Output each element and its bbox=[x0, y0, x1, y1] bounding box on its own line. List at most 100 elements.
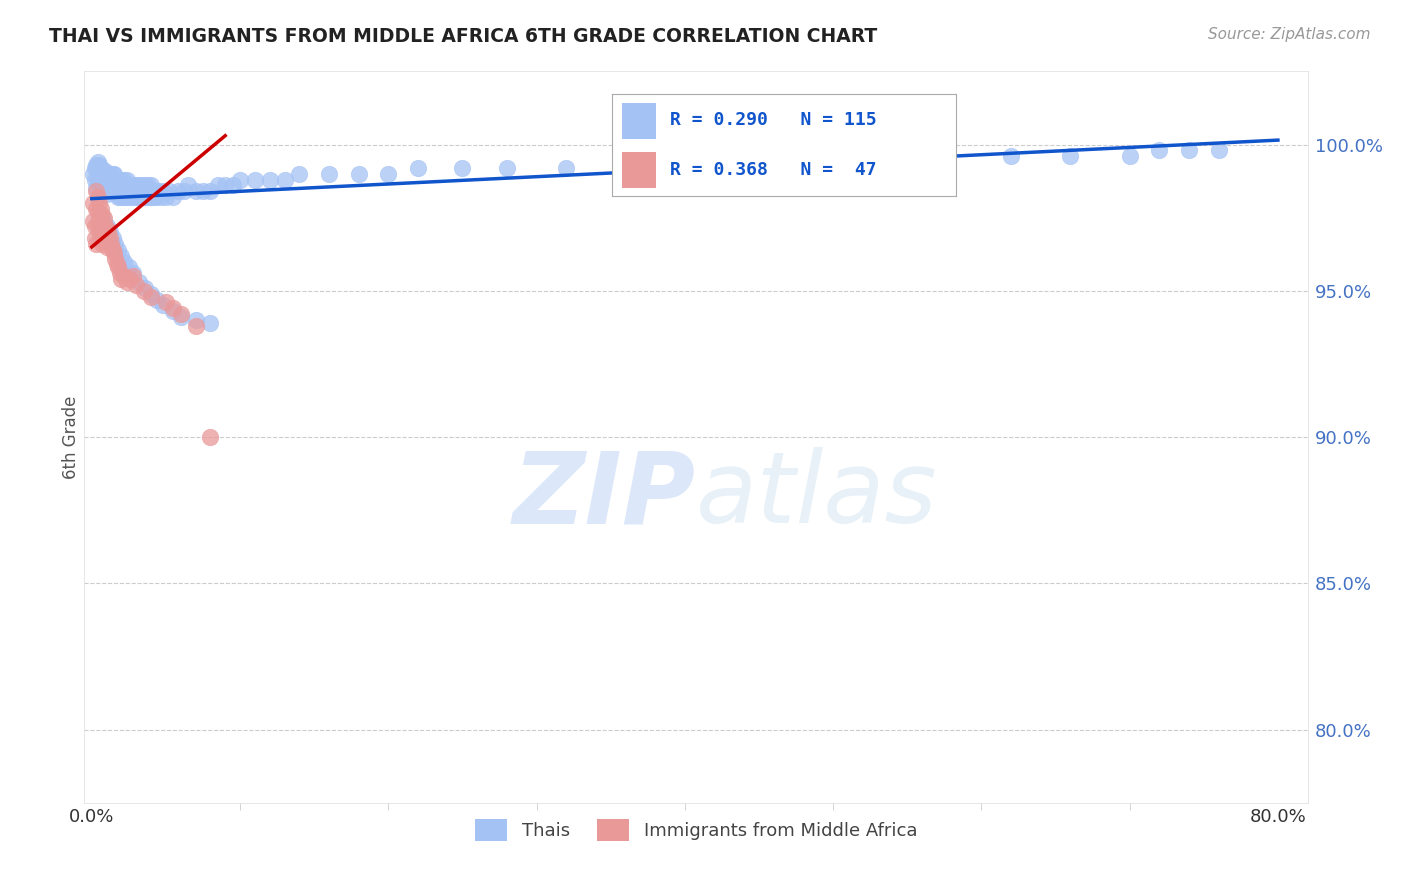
Point bbox=[152, 298, 174, 312]
Y-axis label: 6th Grade: 6th Grade bbox=[62, 395, 80, 479]
Point bbox=[97, 167, 120, 181]
Point bbox=[86, 219, 108, 234]
Point bbox=[97, 184, 120, 198]
Point bbox=[406, 161, 429, 175]
Point bbox=[94, 184, 117, 198]
Point bbox=[145, 190, 167, 204]
Point bbox=[89, 158, 111, 172]
Point bbox=[90, 217, 112, 231]
Point bbox=[90, 231, 112, 245]
Point bbox=[125, 178, 148, 193]
Point bbox=[451, 161, 474, 175]
Point bbox=[117, 172, 139, 186]
Point bbox=[111, 190, 134, 204]
Point bbox=[347, 167, 370, 181]
Point bbox=[124, 190, 146, 204]
Point bbox=[110, 172, 132, 186]
Point bbox=[143, 184, 166, 198]
Point bbox=[184, 184, 207, 198]
Point bbox=[229, 172, 252, 186]
Point bbox=[104, 237, 127, 252]
Point bbox=[138, 190, 160, 204]
Point bbox=[129, 190, 152, 204]
Point bbox=[318, 167, 340, 181]
Point bbox=[100, 184, 122, 198]
Point bbox=[555, 161, 578, 175]
Point bbox=[162, 301, 184, 316]
Point bbox=[170, 307, 193, 321]
Point bbox=[112, 269, 135, 284]
Point bbox=[118, 260, 141, 275]
Point bbox=[200, 316, 222, 330]
Point bbox=[104, 184, 127, 198]
Point bbox=[135, 190, 157, 204]
Point bbox=[150, 190, 173, 204]
Point bbox=[132, 284, 155, 298]
Point bbox=[134, 178, 156, 193]
Point bbox=[166, 184, 188, 198]
Point bbox=[852, 155, 875, 169]
Point bbox=[105, 187, 128, 202]
Point bbox=[89, 211, 111, 225]
Point bbox=[83, 161, 105, 175]
Point bbox=[96, 187, 118, 202]
Point bbox=[155, 190, 177, 204]
Point bbox=[103, 245, 125, 260]
Point bbox=[84, 184, 107, 198]
Point bbox=[146, 293, 169, 307]
Point bbox=[121, 190, 143, 204]
Point bbox=[101, 243, 124, 257]
Point bbox=[911, 149, 934, 163]
Point bbox=[93, 213, 115, 227]
Point bbox=[139, 178, 162, 193]
Point bbox=[139, 290, 162, 304]
Point bbox=[83, 219, 105, 234]
Point bbox=[120, 272, 142, 286]
Point bbox=[96, 240, 118, 254]
Point bbox=[288, 167, 311, 181]
Point bbox=[673, 155, 696, 169]
Point bbox=[823, 155, 845, 169]
Point bbox=[191, 184, 214, 198]
Point bbox=[134, 281, 156, 295]
Point bbox=[155, 295, 177, 310]
Point bbox=[792, 155, 814, 169]
Point bbox=[162, 304, 184, 318]
Point bbox=[214, 178, 236, 193]
Point bbox=[243, 172, 266, 186]
Point bbox=[84, 202, 107, 216]
Point bbox=[84, 237, 107, 252]
Point bbox=[148, 184, 170, 198]
Point bbox=[91, 181, 114, 195]
Point bbox=[93, 184, 115, 198]
Point bbox=[131, 178, 153, 193]
Point bbox=[103, 167, 125, 181]
Point bbox=[84, 158, 107, 172]
Point bbox=[101, 231, 124, 245]
Point bbox=[200, 184, 222, 198]
Point bbox=[90, 202, 112, 216]
Point bbox=[177, 178, 200, 193]
Point bbox=[98, 231, 121, 245]
Text: Source: ZipAtlas.com: Source: ZipAtlas.com bbox=[1208, 27, 1371, 42]
Text: R = 0.368   N =  47: R = 0.368 N = 47 bbox=[671, 161, 877, 178]
Point bbox=[107, 190, 129, 204]
Point bbox=[496, 161, 519, 175]
Point bbox=[1118, 149, 1140, 163]
Point bbox=[1000, 149, 1022, 163]
Point bbox=[1149, 144, 1171, 158]
Point bbox=[100, 237, 122, 252]
Point bbox=[84, 181, 107, 195]
Point bbox=[96, 219, 118, 234]
Point bbox=[90, 178, 112, 193]
Point bbox=[103, 184, 125, 198]
Point bbox=[122, 269, 145, 284]
Text: ZIP: ZIP bbox=[513, 447, 696, 544]
Point bbox=[142, 190, 165, 204]
Point bbox=[86, 204, 108, 219]
Point bbox=[96, 167, 118, 181]
Point bbox=[157, 184, 180, 198]
Point bbox=[112, 172, 135, 186]
Point bbox=[89, 176, 111, 190]
Point bbox=[94, 219, 117, 234]
